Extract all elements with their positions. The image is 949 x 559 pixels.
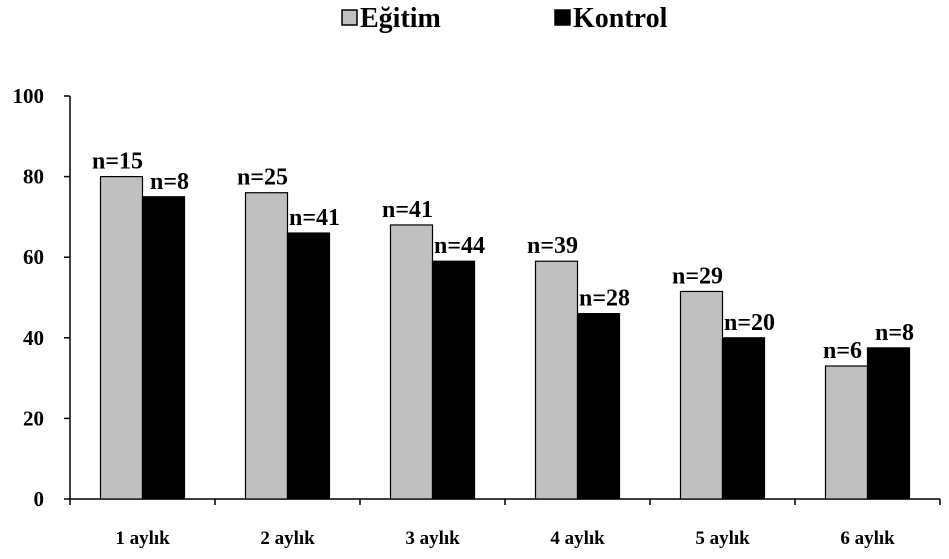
- x-category-label: 5 aylık: [695, 528, 750, 549]
- bar-egitim: [534, 260, 579, 500]
- x-category-label: 6 aylık: [840, 528, 895, 549]
- bar-kontrol: [866, 347, 911, 500]
- bar-egitim: [824, 365, 869, 500]
- data-label: n=39: [527, 233, 578, 259]
- legend-swatch-egitim: [341, 9, 358, 26]
- bar-kontrol: [721, 337, 766, 500]
- y-axis-ticks: 0 20 40 60 80 100: [13, 84, 941, 511]
- bar-kontrol: [576, 313, 621, 500]
- data-label: n=20: [724, 310, 775, 336]
- data-label: n=25: [237, 165, 288, 191]
- bar-kontrol: [286, 232, 331, 500]
- data-label: n=15: [92, 149, 143, 175]
- y-tick-label: 60: [23, 245, 44, 269]
- bar-egitim: [244, 192, 289, 500]
- data-label: n=28: [579, 286, 630, 312]
- y-tick-label: 40: [23, 326, 44, 350]
- data-labels: n=15n=8 n=25n=41 n=41n=44 n=39n=28n=29n=20n…: [92, 149, 914, 364]
- bar-egitim: [389, 224, 434, 500]
- x-category-label: 4 aylık: [550, 528, 605, 549]
- bar-kontrol: [141, 196, 186, 500]
- data-label: n=44: [434, 233, 485, 259]
- bars: [99, 176, 911, 500]
- y-tick-label: 0: [34, 487, 45, 511]
- data-label: n=29: [672, 263, 723, 289]
- bar-egitim: [679, 290, 724, 500]
- data-label: n=8: [875, 320, 914, 346]
- x-axis-labels: 1 aylık 2 aylık 3 aylık 4 aylık 5 aylık 6 ayl…: [115, 528, 895, 549]
- data-label: n=41: [289, 205, 340, 231]
- x-category-label: 3 aylık: [405, 528, 460, 549]
- bar-egitim: [99, 176, 144, 500]
- y-tick-label: 20: [23, 406, 44, 430]
- legend-label-egitim: Eğitim: [360, 3, 441, 34]
- y-tick-label: 100: [13, 84, 45, 108]
- data-label: n=41: [382, 197, 433, 223]
- bar-kontrol: [431, 260, 476, 500]
- x-category-label: 1 aylık: [115, 528, 170, 549]
- data-label: n=6: [823, 338, 862, 364]
- y-tick-label: 80: [23, 165, 44, 189]
- legend-swatch-kontrol: [554, 9, 571, 26]
- data-label: n=8: [150, 169, 189, 195]
- x-category-label: 2 aylık: [260, 528, 315, 549]
- legend-label-kontrol: Kontrol: [573, 3, 668, 34]
- legend: Eğitim Kontrol: [341, 3, 668, 34]
